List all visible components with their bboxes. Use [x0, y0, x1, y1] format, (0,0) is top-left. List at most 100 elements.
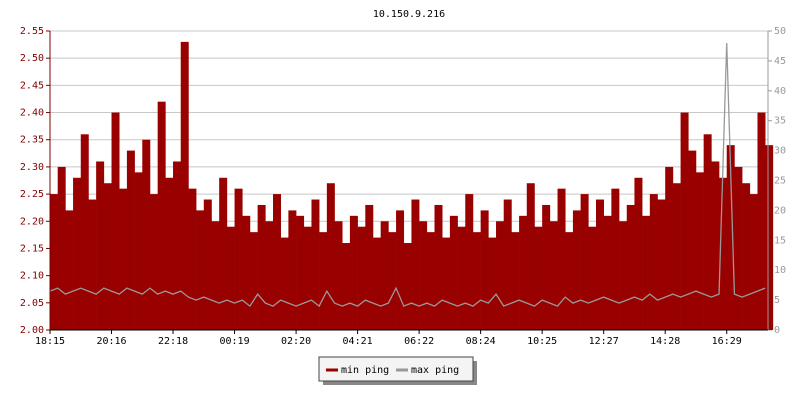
bar — [365, 204, 374, 330]
y2-tick-label: 0 — [774, 325, 780, 336]
bar — [665, 166, 674, 330]
y-tick-label: 2.00 — [20, 325, 44, 336]
bar — [73, 177, 82, 330]
y-tick-label: 2.55 — [20, 26, 44, 37]
bar — [465, 194, 474, 330]
bar — [134, 172, 143, 330]
bar — [342, 243, 351, 330]
bar — [234, 188, 243, 330]
y-tick-label: 2.15 — [20, 243, 44, 254]
y2-tick-label: 40 — [774, 86, 786, 97]
bar — [449, 215, 458, 330]
bar — [611, 188, 620, 330]
bar — [372, 237, 381, 330]
bar — [442, 237, 451, 330]
bar — [457, 226, 466, 330]
bar — [557, 188, 566, 330]
bar — [503, 199, 512, 330]
bar — [334, 221, 343, 330]
bar — [96, 161, 105, 330]
bar — [403, 243, 412, 330]
x-tick-label: 22:18 — [158, 336, 188, 347]
bar — [526, 183, 535, 330]
y2-tick-label: 30 — [774, 146, 786, 157]
bar — [657, 199, 666, 330]
legend-label: min ping — [341, 365, 389, 376]
y2-tick-label: 45 — [774, 56, 786, 67]
bar — [303, 226, 312, 330]
x-tick-label: 12:27 — [589, 336, 619, 347]
x-tick-label: 08:24 — [466, 336, 496, 347]
bar — [511, 232, 520, 330]
bar — [349, 215, 358, 330]
bar — [634, 177, 643, 330]
bar — [680, 112, 689, 330]
bar — [480, 210, 489, 330]
bar — [749, 194, 758, 330]
bar — [311, 199, 320, 330]
bar — [119, 188, 128, 330]
bar — [411, 199, 420, 330]
bar — [165, 177, 174, 330]
bar — [734, 166, 743, 330]
bar — [157, 101, 166, 330]
bar — [280, 237, 289, 330]
bar — [726, 145, 735, 330]
legend-label: max ping — [411, 365, 459, 376]
bar — [65, 210, 74, 330]
bar — [265, 221, 274, 330]
bar — [396, 210, 405, 330]
bar — [595, 199, 604, 330]
bar — [695, 172, 704, 330]
bar — [142, 139, 151, 330]
bar — [88, 199, 97, 330]
bar — [173, 161, 182, 330]
bar — [757, 112, 766, 330]
x-tick-label: 00:19 — [220, 336, 250, 347]
bar — [196, 210, 205, 330]
legend: min ping max ping — [318, 356, 477, 385]
bar — [534, 226, 543, 330]
bar — [357, 226, 366, 330]
bar — [103, 183, 112, 330]
y2-tick-label: 5 — [774, 295, 780, 306]
bar — [296, 215, 305, 330]
bar — [765, 145, 774, 330]
bar — [542, 204, 551, 330]
bar — [50, 194, 58, 330]
bar — [57, 166, 66, 330]
bar — [588, 226, 597, 330]
bar — [580, 194, 589, 330]
x-tick-label: 06:22 — [404, 336, 434, 347]
bar — [249, 232, 258, 330]
y-tick-label: 2.40 — [20, 108, 44, 119]
bar — [703, 134, 712, 330]
y-tick-label: 2.35 — [20, 135, 44, 146]
y2-tick-label: 10 — [774, 265, 786, 276]
y2-tick-label: 25 — [774, 176, 786, 187]
y-tick-label: 2.20 — [20, 216, 44, 227]
bar — [380, 221, 389, 330]
x-tick-label: 16:29 — [712, 336, 742, 347]
x-tick-label: 10:25 — [527, 336, 557, 347]
y-tick-label: 2.10 — [20, 271, 44, 282]
chart-title: 10.150.9.216 — [373, 9, 445, 20]
bar — [80, 134, 89, 330]
bar — [126, 150, 135, 330]
bar — [672, 183, 681, 330]
bar — [434, 204, 443, 330]
bar — [603, 215, 612, 330]
max-ping-line — [49, 42, 766, 308]
bar — [472, 232, 481, 330]
y-tick-label: 2.25 — [20, 189, 44, 200]
bar — [488, 237, 497, 330]
y2-tick-label: 15 — [774, 235, 786, 246]
bar — [388, 232, 397, 330]
bar — [203, 199, 212, 330]
bar — [572, 210, 581, 330]
bar — [319, 232, 328, 330]
bar — [742, 183, 751, 330]
y2-tick-label: 35 — [774, 116, 786, 127]
bar — [326, 183, 335, 330]
bar — [219, 177, 228, 330]
